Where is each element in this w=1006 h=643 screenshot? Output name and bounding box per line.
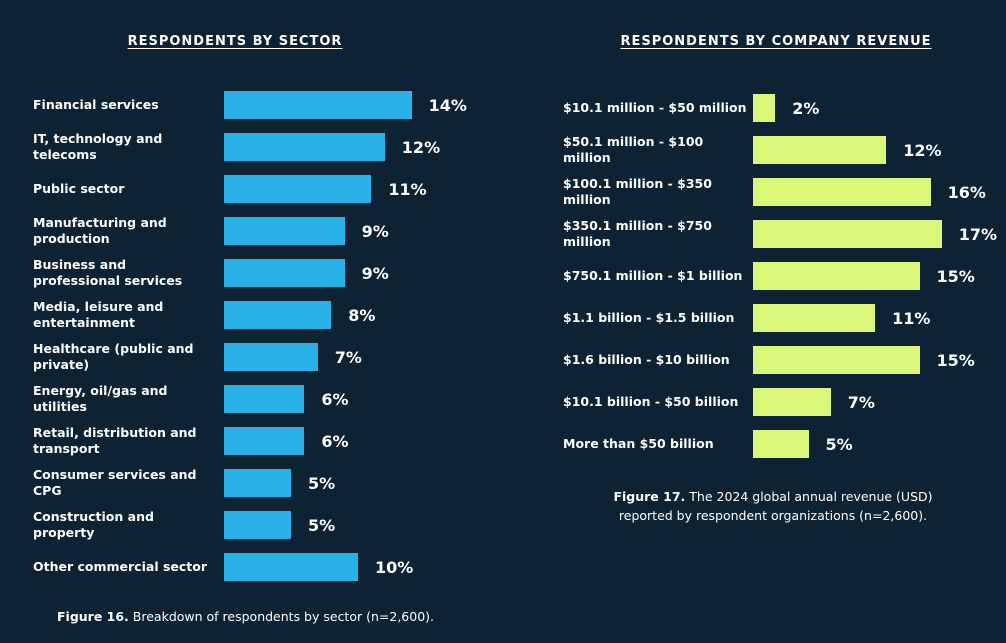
value-label: 2% <box>792 98 820 118</box>
bar <box>753 304 876 332</box>
value-label: 5% <box>308 515 336 535</box>
category-label: $50.1 million - $100 million <box>563 134 704 165</box>
bar <box>753 94 776 122</box>
value-label: 16% <box>947 182 986 202</box>
caption-text: The 2024 global annual revenue (USD) rep… <box>618 489 933 523</box>
caption-label: Figure 16. <box>57 609 129 624</box>
bar <box>753 388 831 416</box>
category-label: $100.1 million - $350 million <box>563 176 712 207</box>
value-label: 12% <box>903 140 942 160</box>
bar <box>753 136 887 164</box>
bar <box>224 133 385 161</box>
category-label: Media, leisure and entertainment <box>33 299 164 330</box>
figure-caption: Figure 16. Breakdown of respondents by s… <box>57 607 477 626</box>
category-label: IT, technology and telecoms <box>33 131 163 162</box>
bar <box>224 427 305 455</box>
bar <box>753 262 920 290</box>
category-label: Healthcare (public and private) <box>33 341 194 372</box>
category-label: $1.6 billion - $10 billion <box>563 352 730 367</box>
category-label: $750.1 million - $1 billion <box>563 268 743 283</box>
category-label: Other commercial sector <box>33 559 208 574</box>
bar <box>753 430 809 458</box>
category-label: $10.1 million - $50 million <box>563 100 747 115</box>
value-label: 9% <box>361 263 389 283</box>
bar <box>224 553 358 581</box>
value-label: 7% <box>334 347 362 367</box>
bar <box>224 259 345 287</box>
value-label: 6% <box>321 389 349 409</box>
category-label: $1.1 billion - $1.5 billion <box>563 310 735 325</box>
category-label: Consumer services and CPG <box>33 467 197 498</box>
category-label: Construction and property <box>33 509 154 540</box>
bar <box>224 217 345 245</box>
category-label: Public sector <box>33 181 125 196</box>
value-label: 14% <box>428 95 467 115</box>
value-label: 17% <box>958 224 997 244</box>
category-label: $10.1 billion - $50 billion <box>563 394 739 409</box>
bar <box>753 178 931 206</box>
value-label: 6% <box>321 431 349 451</box>
bar <box>753 346 920 374</box>
category-label: Business and professional services <box>33 257 183 288</box>
value-label: 10% <box>375 557 414 577</box>
value-label: 15% <box>936 350 975 370</box>
bar <box>224 469 291 497</box>
bar <box>753 220 942 248</box>
figure-caption: Figure 17. The 2024 global annual revenu… <box>600 487 946 525</box>
value-label: 12% <box>401 137 441 157</box>
bar <box>224 301 332 329</box>
bar <box>224 91 412 119</box>
category-label: Energy, oil/gas and utilities <box>33 383 168 414</box>
chart-title: RESPONDENTS BY SECTOR <box>127 34 343 49</box>
caption-text: Breakdown of respondents by sector (n=2,… <box>132 609 435 624</box>
value-label: 5% <box>308 473 336 493</box>
chart-title: RESPONDENTS BY COMPANY REVENUE <box>620 34 932 49</box>
value-label: 11% <box>892 308 931 328</box>
value-label: 7% <box>847 392 875 412</box>
value-label: 8% <box>348 305 376 325</box>
category-label: More than $50 billion <box>563 436 714 451</box>
bar <box>224 385 305 413</box>
category-label: Manufacturing and production <box>33 215 167 246</box>
value-label: 11% <box>388 179 427 199</box>
value-label: 15% <box>936 266 975 286</box>
category-label: $350.1 million - $750 million <box>563 218 712 249</box>
category-label: Financial services <box>33 97 159 112</box>
bar <box>224 343 318 371</box>
category-label: Retail, distribution and transport <box>33 425 197 456</box>
value-label: 5% <box>825 434 853 454</box>
caption-label: Figure 17. <box>613 489 686 504</box>
value-label: 9% <box>361 221 389 241</box>
bar <box>224 175 372 203</box>
bar <box>224 511 291 539</box>
